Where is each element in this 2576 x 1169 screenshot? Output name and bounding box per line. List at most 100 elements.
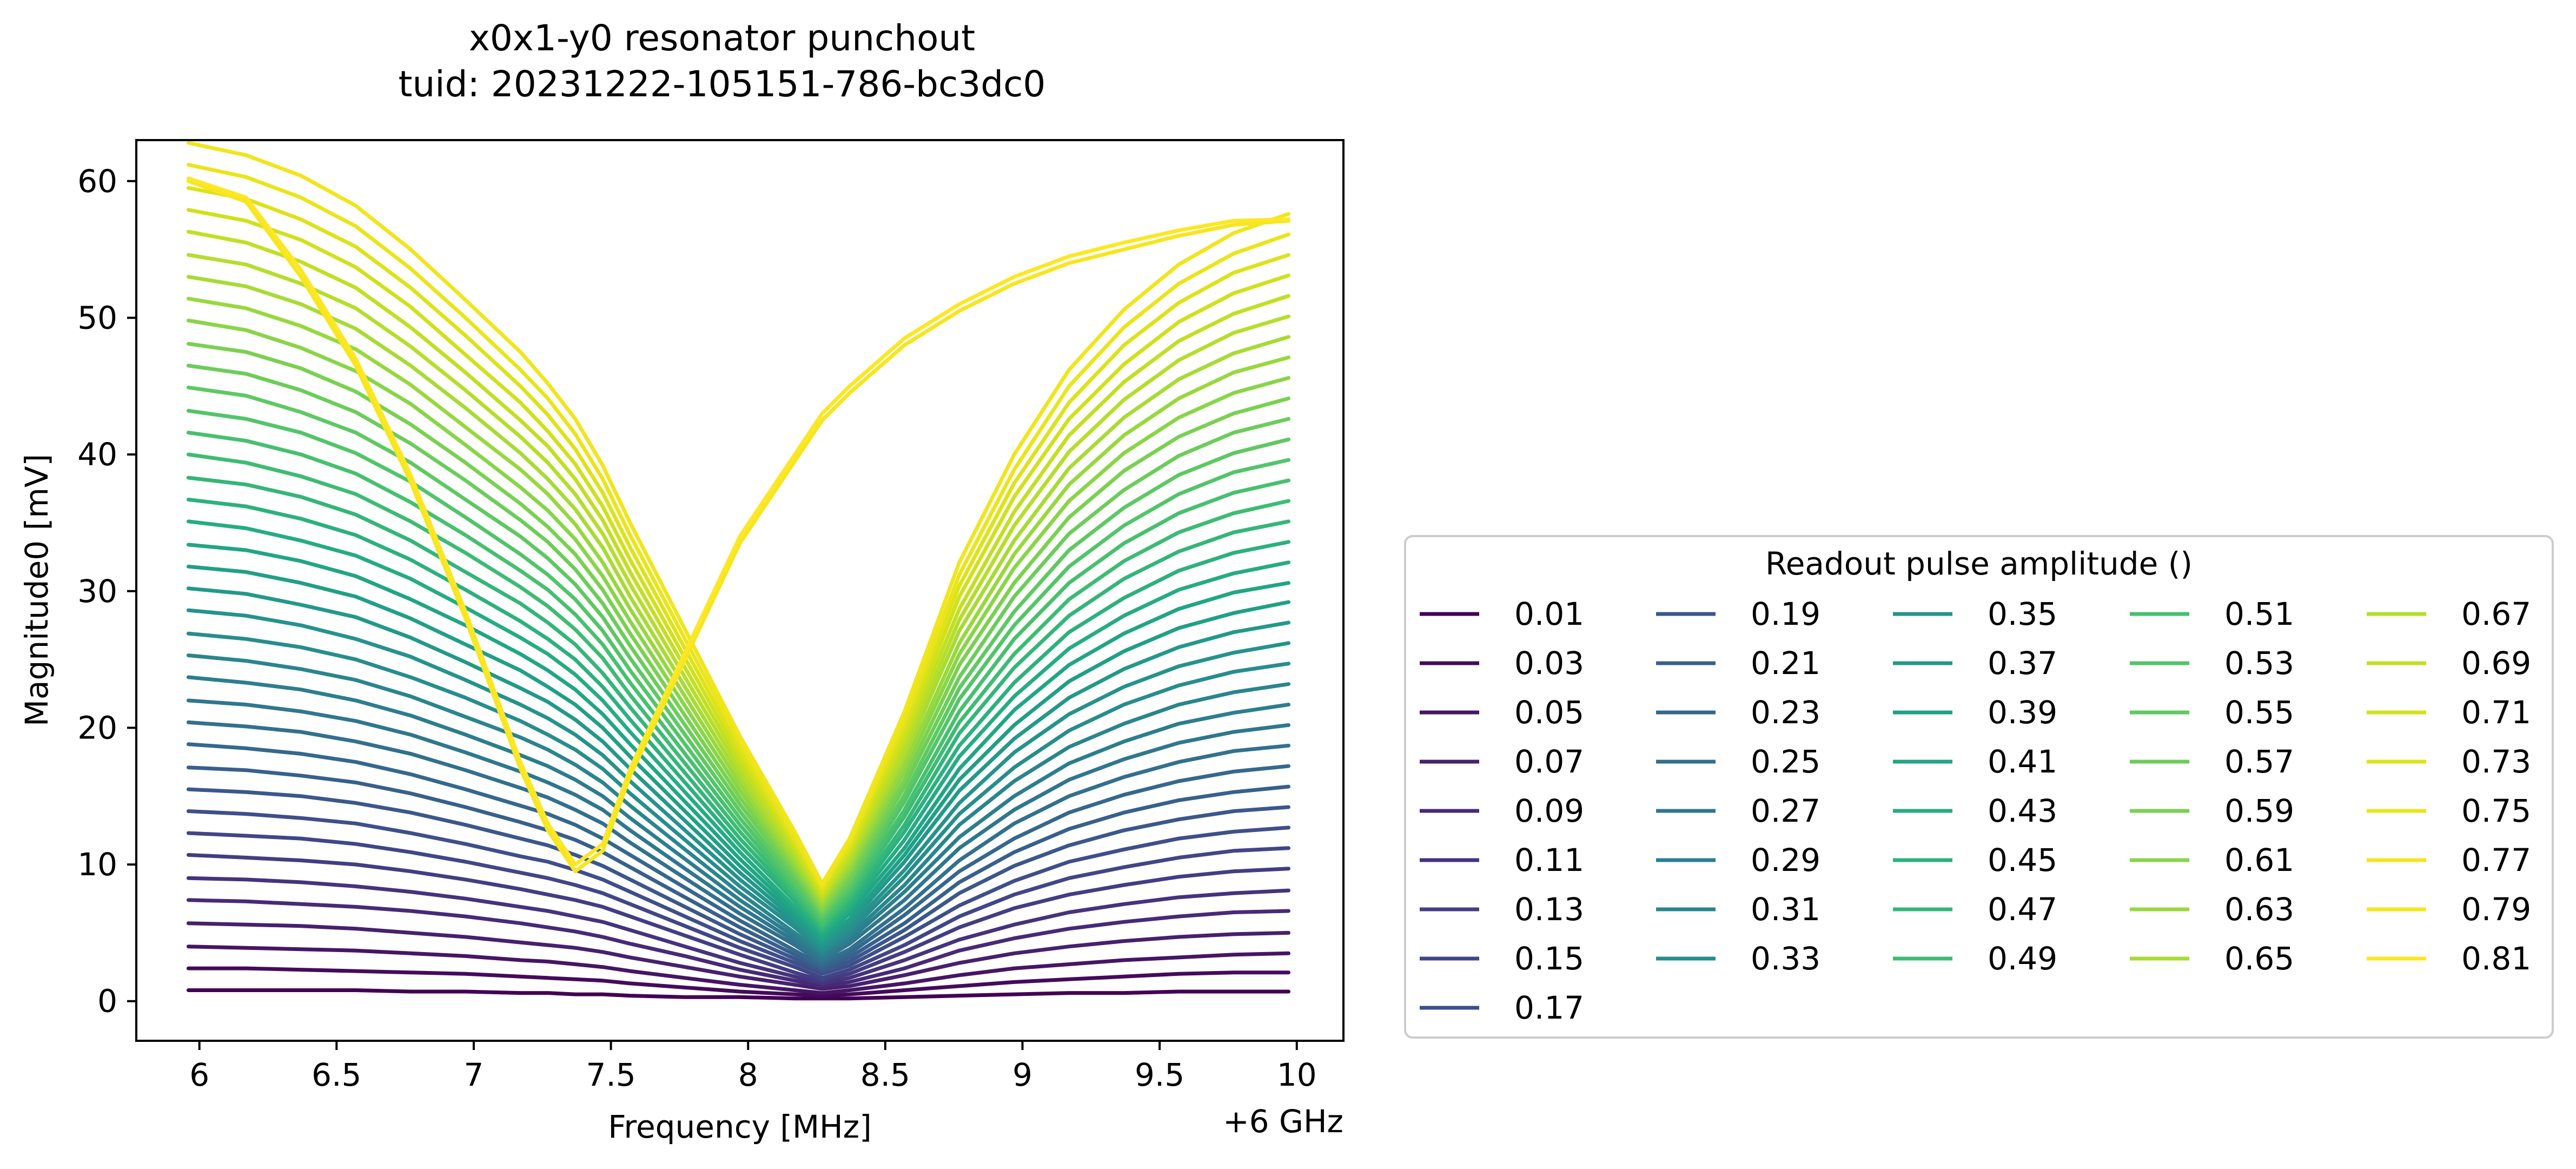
legend-entries: 0.01 0.03 0.05 0.07 0.09 0.11 0.13 0.15 0.17 0.19… [1420, 596, 2531, 1026]
series-line-0_81 [186, 176, 1290, 867]
legend-label: 0.81 [2461, 940, 2531, 977]
legend-label: 0.25 [1751, 743, 1820, 780]
legend-label: 0.37 [1988, 645, 2057, 682]
legend-label: 0.79 [2461, 891, 2531, 928]
legend-label: 0.75 [2461, 792, 2531, 829]
series-line-0_67 [186, 253, 1290, 901]
x-tick-label: 9.5 [1135, 1056, 1184, 1093]
legend-title: Readout pulse amplitude () [1765, 545, 2193, 582]
series-line-0_21 [186, 765, 1290, 970]
legend-label: 0.23 [1751, 694, 1820, 731]
legend-label: 0.29 [1751, 842, 1820, 879]
legend-label: 0.31 [1751, 891, 1820, 928]
legend-label: 0.07 [1514, 743, 1584, 780]
series-line-0_33 [186, 631, 1290, 953]
series-line-0_23 [186, 742, 1290, 968]
legend-label: 0.51 [2224, 596, 2294, 632]
legend-label: 0.45 [1988, 842, 2057, 879]
series-line-0_11 [186, 876, 1290, 986]
series-line-0_15 [186, 831, 1290, 980]
series-line-0_65 [186, 275, 1290, 903]
legend-label: 0.21 [1751, 645, 1820, 682]
chart-subtitle: tuid: 20231222-105151-786-bc3dc0 [399, 63, 1046, 105]
y-tick-label: 20 [77, 709, 117, 746]
legend-label: 0.57 [2224, 743, 2294, 780]
chart-title: x0x1-y0 resonator punchout [469, 17, 975, 59]
legend-label: 0.39 [1988, 694, 2057, 731]
x-tick-label: 7 [463, 1056, 484, 1093]
series-line-0_77 [186, 141, 1290, 886]
x-tick-label: 8.5 [860, 1056, 910, 1093]
series-line-0_43 [186, 519, 1290, 936]
legend-label: 0.35 [1988, 596, 2057, 632]
legend-label: 0.11 [1514, 842, 1584, 879]
series-line-0_35 [186, 608, 1290, 950]
series-line-0_19 [186, 787, 1290, 973]
series-line-0_37 [186, 586, 1290, 947]
series-line-0_59 [186, 342, 1290, 913]
y-tick-label: 60 [77, 163, 117, 200]
legend-label: 0.63 [2224, 891, 2294, 928]
series-line-0_79 [186, 179, 1290, 874]
y-axis-label: Magnitude0 [mV] [18, 454, 55, 727]
y-axis: 0 10 20 30 40 50 60 [77, 163, 136, 1020]
series-line-0_61 [186, 319, 1290, 910]
series-line-0_63 [186, 296, 1290, 906]
y-tick-label: 40 [77, 436, 117, 473]
y-tick-label: 0 [97, 983, 117, 1020]
y-tick-label: 50 [77, 299, 117, 336]
legend-label: 0.61 [2224, 842, 2294, 879]
legend-label: 0.43 [1988, 792, 2057, 829]
series-line-0_57 [186, 364, 1290, 916]
series-line-0_51 [186, 431, 1290, 926]
x-tick-label: 6.5 [312, 1056, 361, 1093]
x-tick-label: 7.5 [586, 1056, 635, 1093]
legend-label: 0.65 [2224, 940, 2294, 977]
legend-label: 0.77 [2461, 842, 2531, 879]
series-line-0_29 [186, 675, 1290, 958]
legend-label: 0.67 [2461, 596, 2531, 632]
legend-label: 0.09 [1514, 792, 1584, 829]
x-tick-label: 6 [189, 1056, 209, 1093]
series-line-0_73 [186, 186, 1290, 891]
series-line-0_49 [186, 452, 1290, 928]
series-line-0_45 [186, 498, 1290, 934]
y-tick-label: 30 [77, 573, 117, 610]
legend-label: 0.03 [1514, 645, 1584, 682]
legend-label: 0.49 [1988, 940, 2057, 977]
series-line-0_03 [186, 966, 1290, 998]
legend-label: 0.01 [1514, 596, 1584, 632]
legend-label: 0.41 [1988, 743, 2057, 780]
legend-label: 0.19 [1751, 596, 1820, 632]
series-line-0_25 [186, 720, 1290, 965]
series-line-0_13 [186, 853, 1290, 983]
legend-label: 0.33 [1751, 940, 1820, 977]
series-line-0_31 [186, 653, 1290, 955]
series-line-0_69 [186, 229, 1290, 898]
series-line-0_09 [186, 898, 1290, 988]
x-axis: 6 6.5 7 7.5 8 8.5 9 9.5 10 [189, 1041, 1317, 1093]
legend-label: 0.73 [2461, 743, 2531, 780]
y-tick-label: 10 [77, 846, 117, 883]
legend-label: 0.13 [1514, 891, 1584, 928]
series-line-0_39 [186, 564, 1290, 943]
legend: Readout pulse amplitude () 0.010.030.050… [1404, 535, 2554, 1039]
legend-label: 0.05 [1514, 694, 1584, 731]
series-line-0_75 [186, 163, 1290, 888]
series-line-0_53 [186, 408, 1290, 921]
series-line-0_05 [186, 945, 1290, 995]
x-tick-label: 9 [1012, 1056, 1032, 1093]
legend-label: 0.17 [1514, 989, 1584, 1026]
x-axis-label: Frequency [MHz] [608, 1108, 871, 1145]
legend-label: 0.27 [1751, 792, 1820, 829]
series-line-0_07 [186, 921, 1290, 991]
legend-label: 0.69 [2461, 645, 2531, 682]
series-line-0_41 [186, 543, 1290, 940]
series-line-0_17 [186, 809, 1290, 976]
legend-label: 0.15 [1514, 940, 1584, 977]
x-tick-label: 10 [1277, 1056, 1317, 1093]
legend-label: 0.47 [1988, 891, 2057, 928]
plot-lines [186, 141, 1290, 1001]
